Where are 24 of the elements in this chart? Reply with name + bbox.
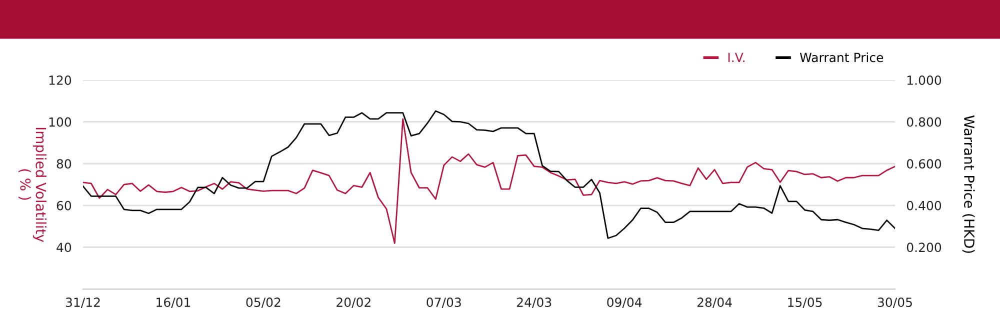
x-tick-label: 24/03 [517, 298, 552, 308]
y-tick-label: 60 [56, 200, 72, 210]
y2-axis-title: Warrant Price (HKD) [962, 115, 975, 253]
y2-tick-label: 0.800 [906, 117, 942, 127]
y2-tick-label: 1.000 [907, 76, 942, 85]
y-tick-label: 40 [56, 242, 72, 252]
legend-label: Warrant Price [800, 52, 884, 62]
y2-tick-label: 0.400 [906, 200, 942, 210]
x-tick-label: 05/02 [246, 298, 280, 308]
x-tick-label: 07/03 [426, 298, 461, 308]
x-tick-label: 16/01 [156, 298, 190, 308]
y-tick-label: 100 [49, 117, 72, 127]
y-tick-label: 120 [49, 76, 72, 85]
x-tick-label: 31/12 [66, 298, 100, 308]
legend-label: I.V. [728, 52, 744, 62]
y-axis-title: Implied Volatility ( % ) [18, 128, 46, 242]
x-tick-label: 09/04 [607, 298, 642, 308]
y-tick-label: 80 [56, 159, 72, 169]
y2-tick-label: 0.200 [906, 242, 942, 252]
y2-tick-label: 0.600 [906, 159, 942, 169]
x-tick-label: 30/05 [878, 298, 912, 308]
x-tick-label: 15/05 [788, 298, 822, 308]
x-tick-label: 20/02 [336, 298, 370, 308]
x-tick-label: 28/04 [697, 298, 732, 308]
